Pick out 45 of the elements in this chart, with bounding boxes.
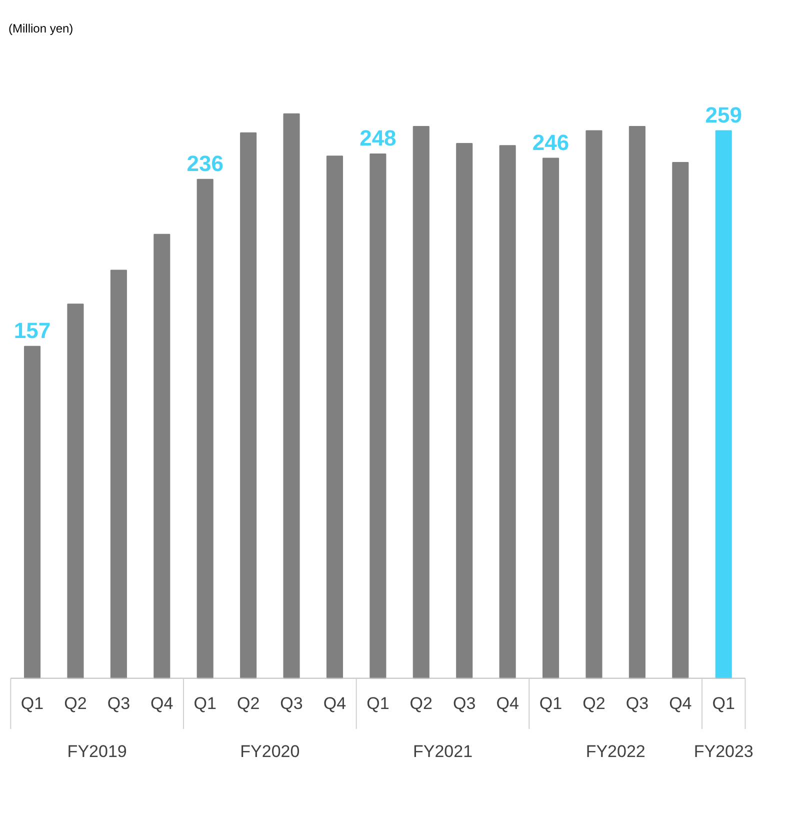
bar bbox=[672, 162, 689, 679]
bar bbox=[715, 130, 732, 679]
x-tick-label: Q3 bbox=[107, 694, 130, 714]
text: FY2022 bbox=[586, 742, 646, 762]
x-tick-label: Q3 bbox=[280, 694, 303, 714]
text: FY2020 bbox=[240, 742, 300, 762]
x-tick-label: Q2 bbox=[64, 694, 87, 714]
bar bbox=[240, 132, 257, 679]
bar bbox=[499, 145, 516, 679]
text: FY2023 bbox=[694, 742, 754, 762]
x-tick-label: Q1 bbox=[539, 694, 562, 714]
bar bbox=[110, 270, 127, 679]
x-tick-label: Q3 bbox=[626, 694, 649, 714]
x-tick-label: Q2 bbox=[410, 694, 432, 714]
bar bbox=[542, 158, 560, 679]
x-tick-label: Q1 bbox=[366, 694, 390, 714]
bar bbox=[283, 113, 300, 679]
data-label: 248 bbox=[360, 126, 396, 151]
x-tick-label: Q1 bbox=[194, 694, 216, 714]
bar bbox=[628, 126, 646, 679]
x-tick-label: Q2 bbox=[582, 694, 606, 714]
x-tick-label: Q1 bbox=[712, 694, 735, 714]
bar bbox=[456, 142, 473, 679]
data-label: 157 bbox=[14, 318, 51, 343]
bar bbox=[370, 154, 386, 679]
bar bbox=[24, 346, 41, 679]
bar bbox=[412, 126, 430, 679]
x-tick-label: Q4 bbox=[669, 694, 692, 714]
bar bbox=[196, 178, 214, 679]
text: FY2021 bbox=[412, 742, 473, 762]
x-tick-label: Q4 bbox=[323, 694, 346, 714]
x-tick-label: Q2 bbox=[236, 694, 260, 714]
data-label: 246 bbox=[532, 130, 570, 155]
bar bbox=[586, 130, 602, 679]
bar bbox=[326, 156, 344, 679]
x-tick-label: Q4 bbox=[496, 694, 519, 714]
bar bbox=[67, 304, 84, 679]
bar bbox=[154, 234, 170, 679]
data-label: 259 bbox=[705, 102, 742, 128]
x-tick-label: Q1 bbox=[20, 694, 44, 714]
x-tick-label: Q3 bbox=[453, 694, 476, 714]
data-label: 236 bbox=[186, 150, 224, 176]
text: FY2019 bbox=[67, 742, 127, 762]
chart-title: (Million yen) bbox=[8, 22, 74, 36]
x-tick-label: Q4 bbox=[150, 694, 174, 714]
